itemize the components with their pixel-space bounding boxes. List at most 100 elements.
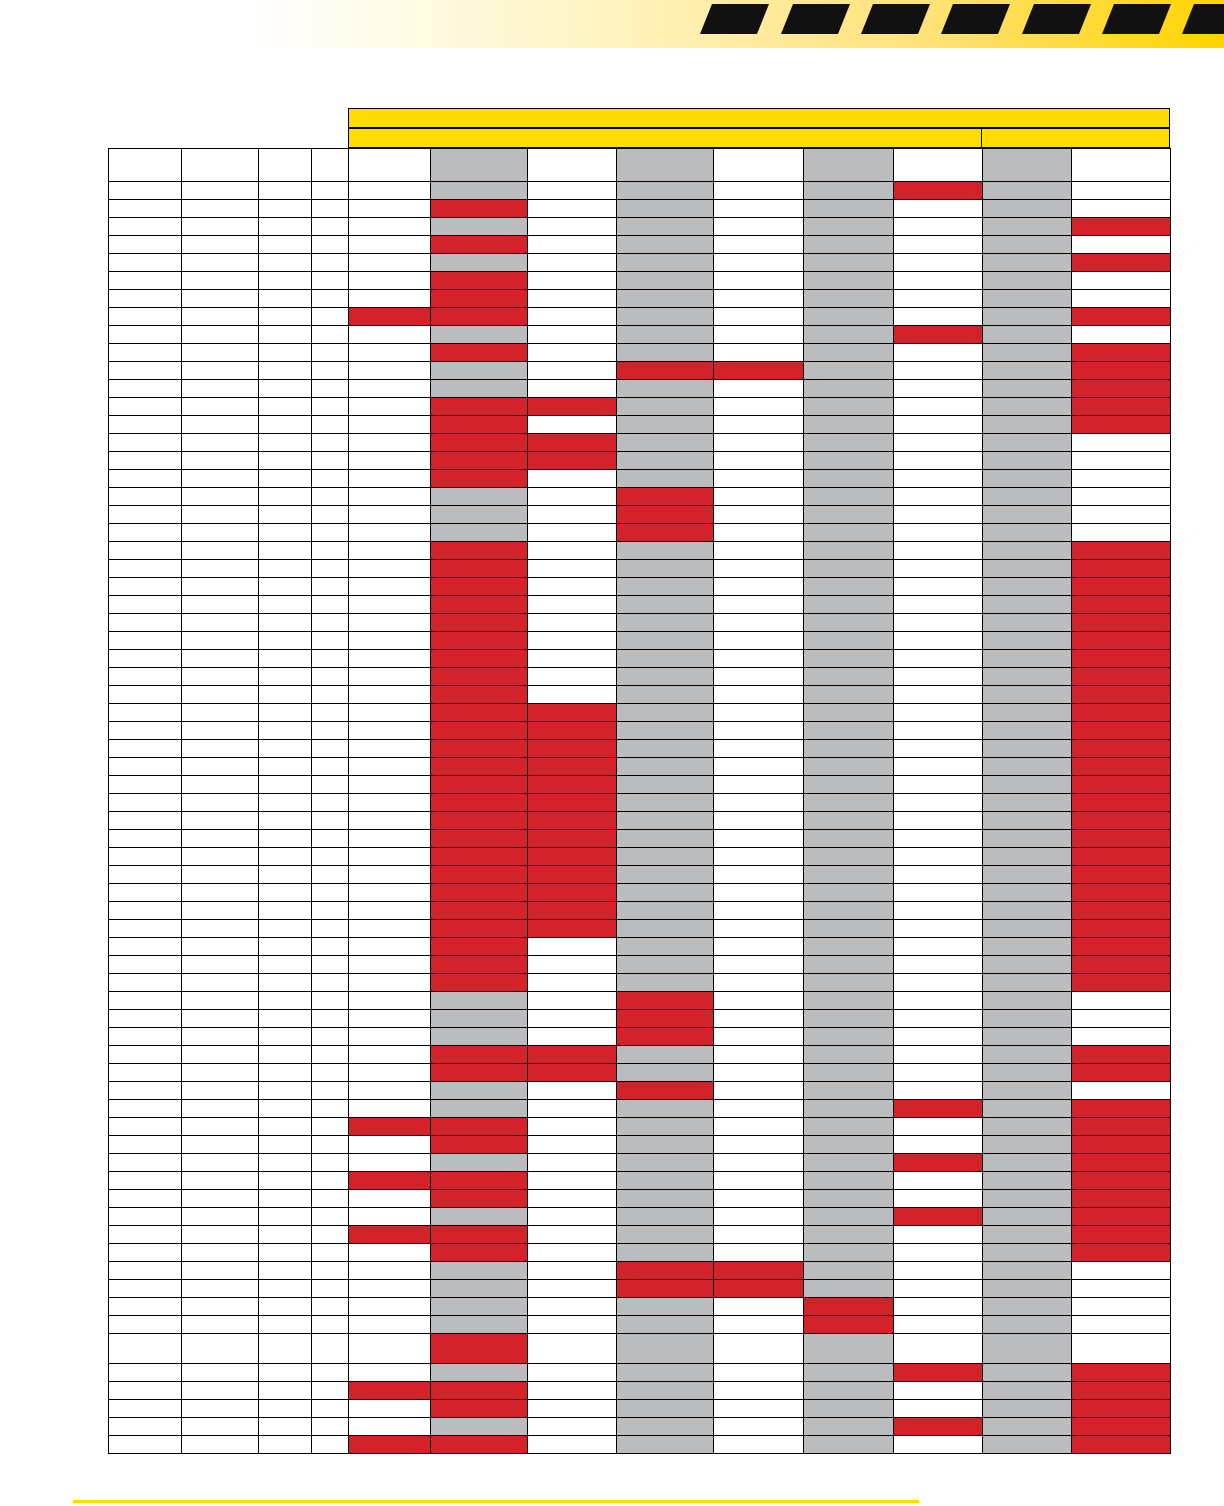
marked-cell xyxy=(348,1171,430,1189)
footer-rule xyxy=(73,1500,919,1503)
marked-cell xyxy=(430,1225,527,1243)
marked-cell xyxy=(348,1435,430,1453)
grid-rule xyxy=(108,1117,1171,1118)
marked-cell xyxy=(430,973,527,991)
marked-cell xyxy=(713,361,803,379)
marked-cell xyxy=(430,1045,527,1063)
marked-cell xyxy=(1071,1435,1170,1453)
marked-cell xyxy=(616,1009,713,1027)
marked-cell xyxy=(430,1135,527,1153)
grid-rule xyxy=(108,1435,1171,1436)
grid-rule xyxy=(803,148,804,1454)
marked-cell xyxy=(1071,1417,1170,1435)
marked-cell xyxy=(430,397,527,415)
grid-rule xyxy=(108,1261,1171,1262)
marked-cell xyxy=(430,793,527,811)
marked-cell xyxy=(893,1153,982,1171)
marked-cell xyxy=(1071,1243,1170,1261)
marked-cell xyxy=(1071,739,1170,757)
grid-rule xyxy=(108,721,1171,722)
marked-cell xyxy=(803,1297,893,1315)
marked-cell xyxy=(430,757,527,775)
marked-cell xyxy=(1071,829,1170,847)
grid-rule xyxy=(616,148,617,1454)
marked-cell xyxy=(616,487,713,505)
grid-rule xyxy=(108,703,1171,704)
marked-cell xyxy=(430,667,527,685)
marked-cell xyxy=(1071,667,1170,685)
grid-rule xyxy=(108,343,1171,344)
marked-cell xyxy=(430,1243,527,1261)
marked-cell xyxy=(1071,253,1170,271)
marked-cell xyxy=(430,289,527,307)
grid-rule xyxy=(108,307,1171,308)
marked-cell xyxy=(1071,883,1170,901)
grid-rule xyxy=(108,148,1171,149)
marked-cell xyxy=(430,415,527,433)
table-header-band xyxy=(348,108,1170,128)
hazard-stripe xyxy=(861,4,930,34)
grid-rule xyxy=(108,271,1171,272)
marked-cell xyxy=(1071,1189,1170,1207)
marked-cell xyxy=(1071,901,1170,919)
marked-cell xyxy=(527,793,616,811)
grid-rule xyxy=(108,433,1171,434)
marked-cell xyxy=(893,1417,982,1435)
grid-rule xyxy=(108,829,1171,830)
marked-cell xyxy=(893,325,982,343)
marked-cell xyxy=(1071,1153,1170,1171)
marked-cell xyxy=(1071,217,1170,235)
marked-cell xyxy=(1071,811,1170,829)
marked-cell xyxy=(1071,757,1170,775)
grid-rule xyxy=(108,595,1171,596)
grid-rule xyxy=(108,955,1171,956)
marked-cell xyxy=(430,1399,527,1417)
marked-cell xyxy=(1071,721,1170,739)
marked-cell xyxy=(713,1261,803,1279)
marked-cell xyxy=(1071,379,1170,397)
grid-rule xyxy=(108,361,1171,362)
marked-cell xyxy=(713,1279,803,1297)
marked-cell xyxy=(430,847,527,865)
marked-cell xyxy=(430,577,527,595)
grid-rule xyxy=(108,613,1171,614)
marked-cell xyxy=(1071,937,1170,955)
grid-rule xyxy=(108,1279,1171,1280)
marked-cell xyxy=(1071,1381,1170,1399)
header-gradient-band xyxy=(0,0,1224,48)
grid-rule xyxy=(108,1297,1171,1298)
marked-cell xyxy=(1071,973,1170,991)
grid-rule xyxy=(108,847,1171,848)
marked-cell xyxy=(1071,307,1170,325)
grid-rule xyxy=(108,1207,1171,1208)
marked-cell xyxy=(527,721,616,739)
grid-rule xyxy=(108,631,1171,632)
marked-cell xyxy=(527,397,616,415)
grid-rule xyxy=(108,1063,1171,1064)
grid-rule xyxy=(108,1027,1171,1028)
marked-cell xyxy=(616,505,713,523)
marked-cell xyxy=(893,1099,982,1117)
marked-cell xyxy=(803,1315,893,1333)
marked-cell xyxy=(430,199,527,217)
marked-cell xyxy=(430,271,527,289)
marked-cell xyxy=(1071,955,1170,973)
grid-rule xyxy=(108,217,1171,218)
shaded-column xyxy=(982,148,1071,1453)
marked-cell xyxy=(1071,1363,1170,1381)
grid-rule xyxy=(108,739,1171,740)
grid-rule xyxy=(108,505,1171,506)
marked-cell xyxy=(527,757,616,775)
marked-cell xyxy=(430,883,527,901)
marked-cell xyxy=(1071,397,1170,415)
marked-cell xyxy=(1071,631,1170,649)
grid-rule xyxy=(108,1189,1171,1190)
marked-cell xyxy=(430,1333,527,1363)
marked-cell xyxy=(430,703,527,721)
marked-cell xyxy=(527,919,616,937)
marked-cell xyxy=(527,451,616,469)
grid-rule xyxy=(108,379,1171,380)
marked-cell xyxy=(1071,775,1170,793)
grid-rule xyxy=(108,487,1171,488)
marked-cell xyxy=(348,307,430,325)
